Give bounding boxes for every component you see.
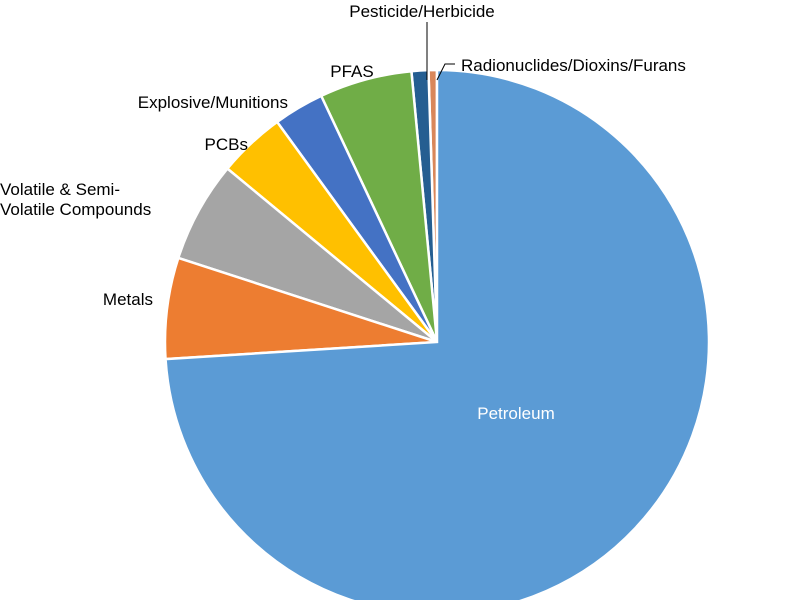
pie-slice <box>164 68 711 600</box>
slice-label: Radionuclides/Dioxins/Furans <box>461 56 686 75</box>
slice-label: Pesticide/Herbicide <box>349 2 495 21</box>
slice-label: Volatile & Semi- Volatile Compounds <box>0 180 152 219</box>
slice-label: Metals <box>102 290 153 309</box>
slice-label: PCBs <box>204 135 248 154</box>
slice-label: PFAS <box>330 62 374 81</box>
slice-label: Explosive/Munitions <box>137 93 288 112</box>
slice-label: Petroleum <box>477 404 555 423</box>
leader-line <box>436 63 455 81</box>
